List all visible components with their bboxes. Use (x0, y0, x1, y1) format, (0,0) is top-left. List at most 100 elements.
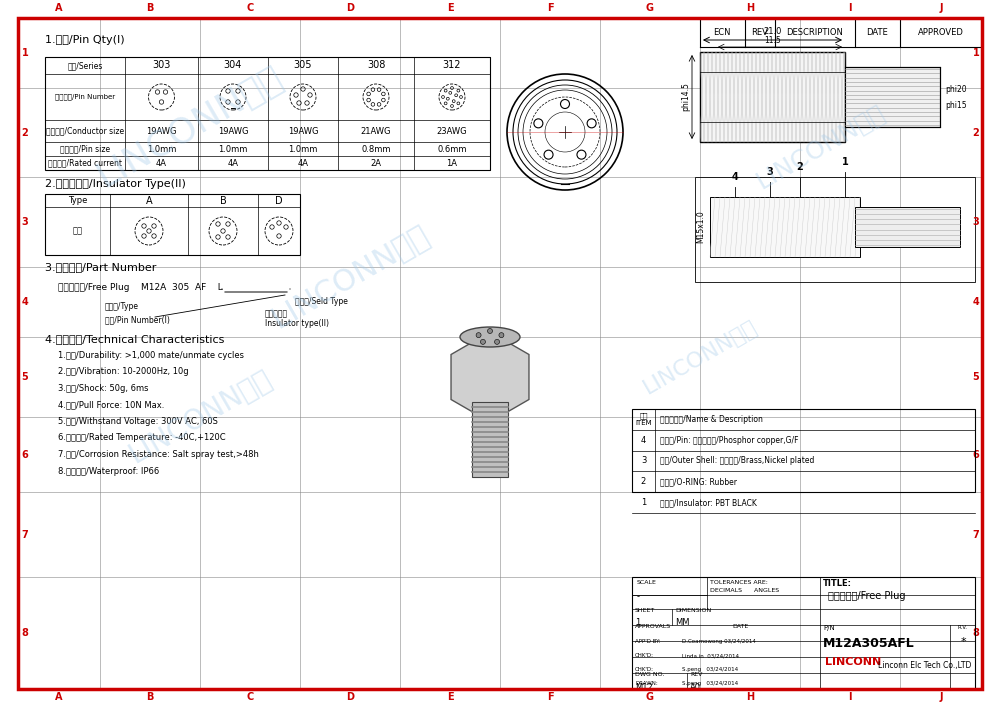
Text: Insulator type(II): Insulator type(II) (265, 319, 329, 328)
Text: 1: 1 (641, 498, 646, 507)
Text: phi20: phi20 (945, 85, 967, 93)
Text: 孔位排列/Pin Number: 孔位排列/Pin Number (55, 94, 115, 100)
Text: ECN: ECN (713, 28, 731, 37)
FancyBboxPatch shape (700, 52, 845, 142)
Text: G: G (646, 692, 654, 702)
Text: 6: 6 (22, 450, 28, 460)
Text: 绝缘体型号: 绝缘体型号 (265, 309, 288, 318)
Text: 4.技术特性/Technical Characteristics: 4.技术特性/Technical Characteristics (45, 334, 224, 344)
Text: 4A: 4A (156, 158, 167, 168)
Text: Linconn Elc Tech Co.,LTD: Linconn Elc Tech Co.,LTD (878, 661, 971, 670)
Text: 2A: 2A (370, 158, 382, 168)
Text: 序号
ITEM: 序号 ITEM (635, 413, 652, 426)
Text: APPROVED: APPROVED (918, 28, 964, 37)
Text: 5.耐压/Withstand Voltage: 300V AC, 60S: 5.耐压/Withstand Voltage: 300V AC, 60S (58, 417, 218, 426)
Text: LINCONN怡康: LINCONN怡康 (751, 100, 889, 194)
Text: phi14.5: phi14.5 (681, 83, 690, 112)
Text: phi15: phi15 (945, 100, 967, 110)
Text: 8: 8 (22, 628, 28, 638)
Text: 母针芯/Pin: 磷青铜合金/Phosphor copper,G/F: 母针芯/Pin: 磷青铜合金/Phosphor copper,G/F (660, 436, 798, 445)
Text: 6: 6 (973, 450, 979, 460)
Text: M12: M12 (635, 683, 653, 692)
FancyBboxPatch shape (845, 67, 940, 127)
Text: DECIMALS      ANGLES: DECIMALS ANGLES (710, 588, 779, 593)
Text: 1.针数/Pin Qty(I): 1.针数/Pin Qty(I) (45, 35, 125, 45)
Text: B: B (220, 196, 226, 206)
Text: 密封圈/O-RING: Rubber: 密封圈/O-RING: Rubber (660, 477, 737, 486)
Text: S.peng   03/24/2014: S.peng 03/24/2014 (682, 667, 738, 672)
Text: 1.0mm: 1.0mm (288, 144, 318, 153)
Text: 2: 2 (22, 127, 28, 137)
Text: 8.防水等级/Waterproof: IP66: 8.防水等级/Waterproof: IP66 (58, 467, 159, 476)
Text: A: A (55, 692, 63, 702)
Text: LINCONN怡康: LINCONN怡康 (91, 60, 289, 194)
Text: TITLE:: TITLE: (823, 579, 852, 588)
Text: REV: REV (752, 28, 768, 37)
Text: 21.0: 21.0 (763, 27, 782, 36)
Text: REV: REV (690, 672, 702, 677)
Text: 0.6mm: 0.6mm (437, 144, 467, 153)
Text: 3: 3 (641, 457, 646, 465)
Text: 4: 4 (973, 297, 979, 307)
Text: D: D (275, 196, 283, 206)
Text: 8: 8 (973, 628, 979, 638)
Text: H: H (746, 692, 754, 702)
Text: DESCRIPTION: DESCRIPTION (787, 28, 843, 37)
Text: 1.0mm: 1.0mm (218, 144, 248, 153)
Text: Type: Type (68, 196, 87, 205)
Text: 7: 7 (22, 530, 28, 539)
Text: 主型号/Type: 主型号/Type (105, 302, 139, 311)
Text: P/N: P/N (823, 625, 835, 631)
Text: LINCONN怡康: LINCONN怡康 (640, 316, 760, 398)
Text: 7: 7 (973, 530, 979, 539)
Text: 1: 1 (635, 618, 640, 627)
Text: C: C (246, 692, 254, 702)
Text: LINCONN怡康: LINCONN怡康 (266, 221, 434, 334)
Text: 1.0mm: 1.0mm (147, 144, 176, 153)
Text: DRAWN:: DRAWN: (635, 681, 658, 686)
Text: APPROVALS: APPROVALS (635, 624, 671, 629)
Text: A: A (55, 3, 63, 13)
Text: DATE: DATE (732, 624, 748, 629)
Text: 0.8mm: 0.8mm (361, 144, 391, 153)
Text: 4.拉力/Pull Force: 10N Max.: 4.拉力/Pull Force: 10N Max. (58, 400, 164, 409)
Text: D: D (346, 692, 354, 702)
Text: I: I (848, 3, 852, 13)
Text: A: A (146, 196, 152, 206)
Text: A0: A0 (690, 683, 701, 692)
Text: APP'D BY:: APP'D BY: (635, 639, 660, 644)
Text: SHEET: SHEET (635, 608, 655, 613)
Text: I: I (848, 692, 852, 702)
Text: LINCONN怡康: LINCONN怡康 (124, 365, 276, 469)
Text: MM: MM (675, 618, 690, 627)
Text: M12A305AFL: M12A305AFL (823, 637, 915, 650)
Text: J: J (939, 3, 943, 13)
Text: G: G (646, 3, 654, 13)
Text: DWG NO.: DWG NO. (635, 672, 664, 677)
Text: B: B (146, 692, 154, 702)
Text: *: * (960, 637, 966, 647)
Text: 19AWG: 19AWG (146, 127, 177, 136)
Circle shape (495, 339, 500, 344)
Text: 4: 4 (22, 297, 28, 307)
Text: H: H (746, 3, 754, 13)
Text: 外壳/Outer Shell: 黄铜镀镍/Brass,Nickel plated: 外壳/Outer Shell: 黄铜镀镍/Brass,Nickel plated (660, 457, 814, 465)
Text: F: F (547, 3, 553, 13)
Text: 1.寿命/Durability: >1,000 mate/unmate cycles: 1.寿命/Durability: >1,000 mate/unmate cycl… (58, 351, 244, 360)
Text: 浮动式插头/Free Plug: 浮动式插头/Free Plug (828, 591, 906, 601)
Text: 2: 2 (797, 162, 803, 172)
Text: SCALE: SCALE (637, 580, 657, 585)
Text: -: - (637, 592, 640, 601)
Text: 23AWG: 23AWG (437, 127, 467, 136)
Text: 3: 3 (22, 217, 28, 227)
Circle shape (499, 333, 504, 338)
Text: 浮动式插头/Free Plug    M12A  305  AF    L: 浮动式插头/Free Plug M12A 305 AF L (58, 283, 223, 292)
Text: 303: 303 (152, 61, 171, 71)
Text: 3.冲击/Shock: 50g, 6ms: 3.冲击/Shock: 50g, 6ms (58, 384, 148, 393)
Text: CHK'D:: CHK'D: (635, 653, 654, 658)
Text: R.V.: R.V. (958, 625, 968, 630)
Text: B: B (146, 3, 154, 13)
Text: 305: 305 (294, 61, 312, 71)
Polygon shape (451, 332, 529, 422)
Text: 6.温度等级/Rated Temperature: -40C,+120C: 6.温度等级/Rated Temperature: -40C,+120C (58, 433, 226, 443)
